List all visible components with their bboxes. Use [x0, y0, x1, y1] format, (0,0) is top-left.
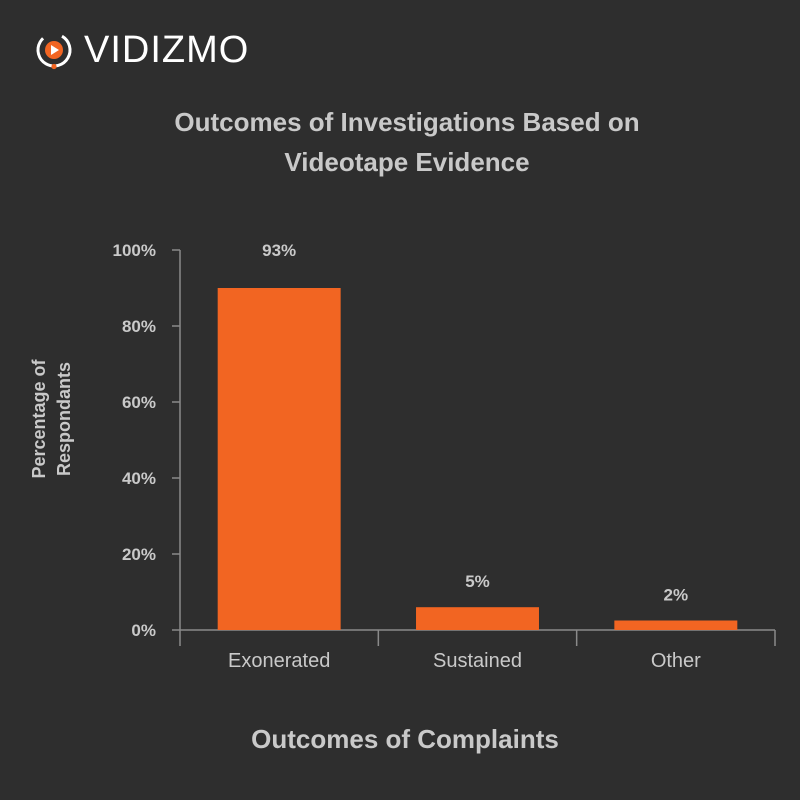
brand-name: VIDIZMO	[84, 29, 250, 71]
bar-sustained	[416, 607, 539, 630]
y-tick-label: 100%	[113, 241, 156, 260]
chart-title-line-1: Outcomes of Investigations Based on	[174, 107, 640, 137]
data-label: 2%	[664, 586, 689, 605]
chart-title: Outcomes of Investigations Based on Vide…	[100, 102, 714, 182]
y-tick-label: 40%	[122, 469, 156, 488]
brand-logo: VIDIZMO	[32, 28, 249, 72]
x-axis-title: Outcomes of Complaints	[251, 724, 559, 754]
y-tick-label: 60%	[122, 393, 156, 412]
vidizmo-logo-icon	[36, 32, 72, 70]
y-axis-title: Percentage of Respondants	[29, 358, 74, 478]
y-tick-label: 0%	[131, 621, 156, 640]
bar-exonerated	[217, 288, 341, 630]
x-tick-label: Other	[651, 650, 701, 672]
bar-other	[614, 620, 738, 630]
data-label: 93%	[262, 241, 296, 260]
x-tick-label: Sustained	[433, 650, 522, 672]
y-axis-title-line: Percentage of	[29, 358, 49, 478]
y-tick-label: 20%	[122, 545, 156, 564]
chart-title-line-2: Videotape Evidence	[284, 147, 530, 177]
y-tick-label: 80%	[122, 317, 156, 336]
y-axis-title-line: Respondants	[54, 362, 74, 476]
data-label: 5%	[465, 572, 490, 591]
x-tick-label: Exonerated	[228, 650, 330, 672]
